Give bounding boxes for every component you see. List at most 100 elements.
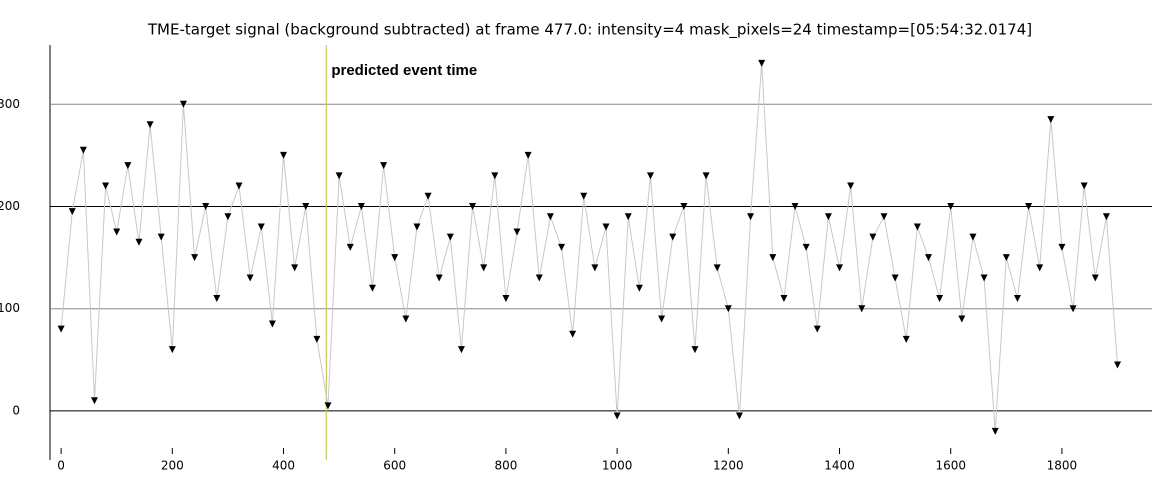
point-marker <box>357 203 365 211</box>
point-marker <box>791 203 799 211</box>
point-marker <box>268 320 276 328</box>
x-tick-label: 400 <box>272 459 295 473</box>
point-marker <box>924 254 932 262</box>
point-marker <box>380 162 388 170</box>
y-tick-label: 100 <box>0 301 20 315</box>
point-marker <box>402 315 410 323</box>
point-marker <box>335 172 343 180</box>
point-marker <box>680 203 688 211</box>
point-marker <box>457 346 465 354</box>
point-marker <box>847 182 855 190</box>
y-tick-label: 0 <box>12 403 20 417</box>
point-marker <box>235 182 243 190</box>
point-marker <box>146 121 154 129</box>
point-marker <box>635 284 643 292</box>
point-marker <box>691 346 699 354</box>
point-marker <box>824 213 832 221</box>
point-marker <box>179 100 187 108</box>
point-marker <box>958 315 966 323</box>
point-marker <box>580 192 588 200</box>
point-marker <box>524 151 532 159</box>
point-marker <box>1114 361 1122 369</box>
point-marker <box>902 335 910 343</box>
point-marker <box>202 203 210 211</box>
point-marker <box>969 233 977 241</box>
annotation: predicted event time <box>331 62 477 79</box>
point-marker <box>413 223 421 231</box>
x-tick-label: 600 <box>383 459 406 473</box>
point-marker <box>913 223 921 231</box>
point-marker <box>658 315 666 323</box>
point-marker <box>157 233 165 241</box>
point-marker <box>324 402 332 410</box>
point-marker <box>1058 243 1066 251</box>
point-marker <box>391 254 399 262</box>
point-marker <box>535 274 543 282</box>
point-marker <box>980 274 988 282</box>
point-marker <box>613 412 621 420</box>
point-marker <box>68 208 76 216</box>
x-tick-label: 1600 <box>935 459 966 473</box>
x-tick-label: 0 <box>57 459 65 473</box>
x-tick-label: 1400 <box>824 459 855 473</box>
point-marker <box>213 294 221 302</box>
point-marker <box>513 228 521 236</box>
point-marker <box>780 294 788 302</box>
x-tick-label: 200 <box>161 459 184 473</box>
x-tick-label: 1000 <box>602 459 633 473</box>
point-marker <box>368 284 376 292</box>
point-marker <box>1013 294 1021 302</box>
point-marker <box>302 203 310 211</box>
point-marker <box>57 325 65 333</box>
point-marker <box>435 274 443 282</box>
point-marker <box>1080 182 1088 190</box>
point-marker <box>936 294 944 302</box>
point-marker <box>446 233 454 241</box>
point-marker <box>257 223 265 231</box>
y-tick-label: 200 <box>0 199 20 213</box>
point-marker <box>624 213 632 221</box>
point-marker <box>313 335 321 343</box>
point-marker <box>991 427 999 435</box>
x-tick-label: 1200 <box>713 459 744 473</box>
point-marker <box>291 264 299 272</box>
point-marker <box>724 305 732 313</box>
point-marker <box>90 397 98 405</box>
y-tick-label: 300 <box>0 97 20 111</box>
series-line <box>60 63 1119 432</box>
point-marker <box>1047 116 1055 124</box>
point-marker <box>813 325 821 333</box>
point-marker <box>1102 213 1110 221</box>
point-marker <box>502 294 510 302</box>
point-marker <box>546 213 554 221</box>
point-marker <box>802 243 810 251</box>
x-tick-label: 1800 <box>1047 459 1078 473</box>
point-marker <box>836 264 844 272</box>
point-marker <box>280 151 288 159</box>
chart-title: TME-target signal (background subtracted… <box>147 21 1032 40</box>
point-marker <box>947 203 955 211</box>
point-marker <box>191 254 199 262</box>
point-marker <box>735 412 743 420</box>
point-marker <box>702 172 710 180</box>
point-marker <box>769 254 777 262</box>
point-marker <box>124 162 132 170</box>
point-marker <box>346 243 354 251</box>
point-marker <box>1036 264 1044 272</box>
x-tick-label: 800 <box>494 459 517 473</box>
point-marker <box>79 146 87 154</box>
point-marker <box>246 274 254 282</box>
point-marker <box>713 264 721 272</box>
point-marker <box>602 223 610 231</box>
point-marker <box>646 172 654 180</box>
point-marker <box>135 238 143 246</box>
point-marker <box>758 59 766 67</box>
point-marker <box>591 264 599 272</box>
point-marker <box>480 264 488 272</box>
point-marker <box>891 274 899 282</box>
point-marker <box>113 228 121 236</box>
point-marker <box>558 243 566 251</box>
point-marker <box>747 213 755 221</box>
point-marker <box>869 233 877 241</box>
